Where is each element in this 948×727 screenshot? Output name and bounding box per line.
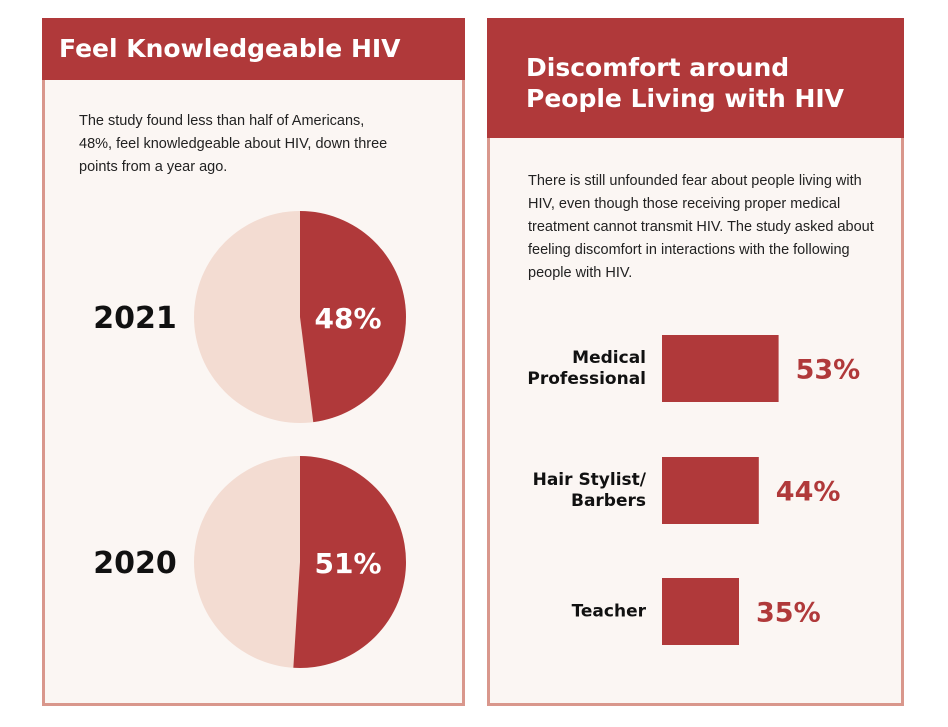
- bar: [662, 578, 739, 645]
- bar-category: Medical Professional: [527, 347, 646, 389]
- value-label: 48%: [314, 302, 381, 335]
- value-label: 53%: [796, 355, 861, 386]
- bar-category: Teacher: [571, 601, 646, 621]
- panel-title: Discomfort around People Living with HIV: [487, 18, 904, 138]
- pie-category: 2021: [93, 301, 177, 336]
- panel-subtitle: The study found less than half of Americ…: [79, 113, 388, 175]
- panel-title: Feel Knowledgeable HIV: [42, 18, 465, 80]
- pie-slice: [300, 211, 407, 423]
- bar: [662, 335, 779, 402]
- pie-slice: [293, 456, 407, 668]
- bar-category: Hair Stylist/ Barbers: [532, 469, 646, 511]
- value-label: 44%: [776, 477, 841, 508]
- value-label: 35%: [756, 598, 821, 629]
- panel-subtitle: There is still unfounded fear about peop…: [528, 173, 874, 281]
- bar: [662, 457, 759, 524]
- value-label: 51%: [314, 547, 381, 580]
- pie-category: 2020: [93, 546, 177, 581]
